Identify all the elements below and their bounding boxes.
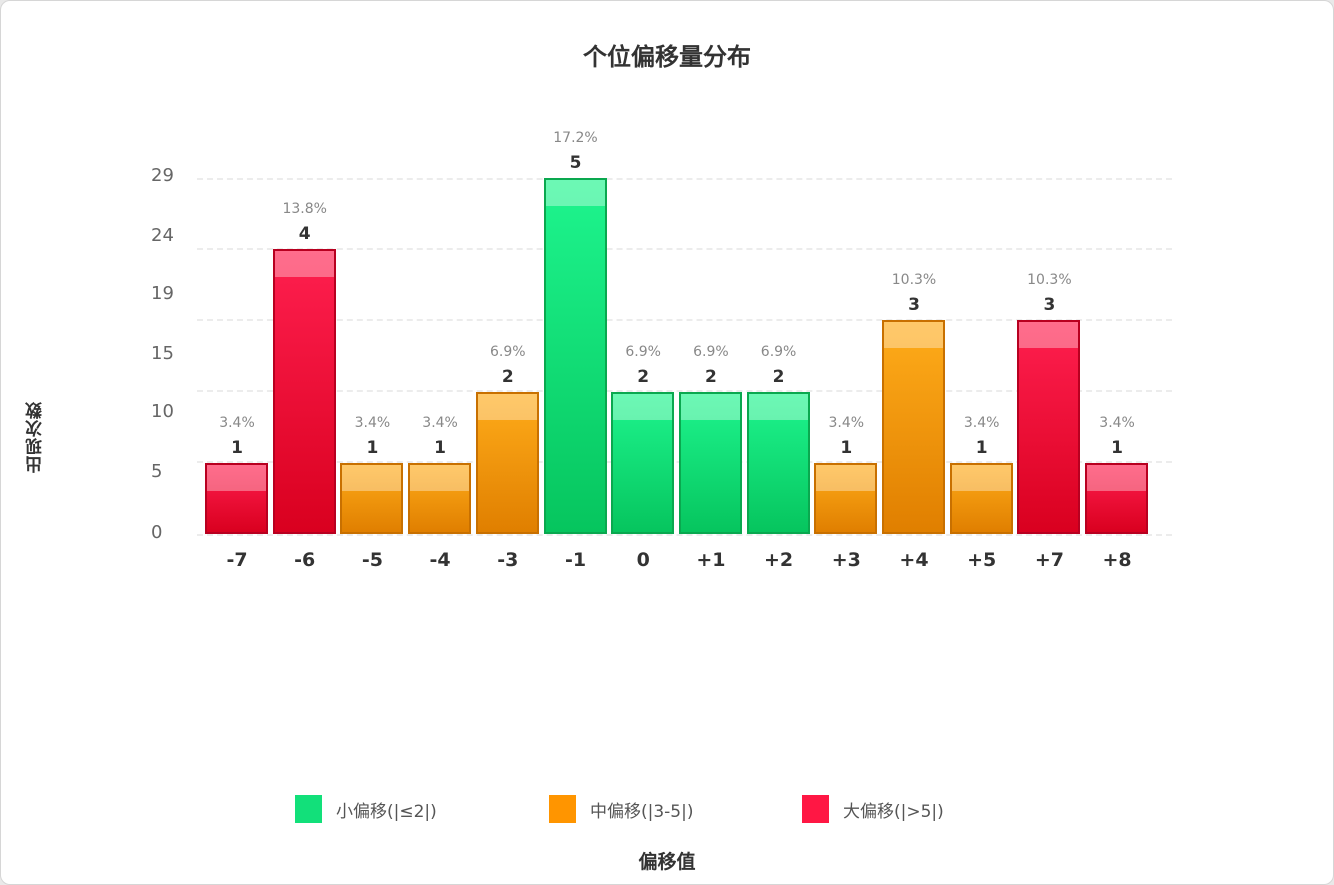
x-tick-label: +7	[1034, 549, 1064, 571]
legend-swatch-small	[295, 795, 322, 823]
bar-highlight	[545, 180, 605, 206]
bar-highlight	[410, 464, 470, 491]
x-tick-label: -3	[497, 549, 519, 571]
bar-+3[interactable]	[814, 462, 878, 534]
bar--3[interactable]	[475, 391, 539, 534]
gridline	[197, 390, 1172, 392]
bar-percent-label: 6.9%	[490, 343, 526, 360]
x-tick-label: +5	[967, 549, 997, 571]
bar-highlight	[884, 322, 943, 349]
legend-label-large: 大偏移(|>5|)	[843, 801, 944, 822]
x-tick-label: +2	[764, 549, 794, 571]
x-tick-label: +4	[899, 549, 929, 571]
bar-0[interactable]	[611, 391, 675, 534]
bar-highlight	[613, 393, 673, 420]
x-tick-label: +1	[696, 549, 726, 571]
bar-percent-label: 10.3%	[891, 272, 937, 289]
x-tick-label: -7	[226, 549, 248, 571]
bar-highlight	[951, 464, 1011, 491]
bar-percent-label: 3.4%	[354, 414, 391, 431]
bar-count-label: 1	[1111, 437, 1124, 458]
y-tick-label: 10	[151, 401, 174, 422]
bar-percent-label: 3.4%	[828, 414, 865, 431]
bar-count-label: 5	[569, 153, 582, 173]
legend-label-medium: 中偏移(|3-5|)	[590, 801, 694, 822]
bar-count-label: 1	[975, 437, 988, 458]
bar-percent-label: 3.4%	[219, 414, 255, 431]
bar--1[interactable]	[543, 178, 607, 534]
chart-title: 个位偏移量分布	[583, 43, 751, 71]
bar-highlight	[680, 393, 740, 420]
y-tick-label: 15	[151, 343, 174, 364]
bar-count-label: 1	[434, 437, 447, 458]
bar-percent-label: 6.9%	[625, 343, 661, 360]
bar-+8[interactable]	[1085, 462, 1149, 534]
gridline	[197, 534, 1172, 536]
legend-item-small[interactable]: 小偏移(|≤2|)	[295, 795, 437, 823]
bar-highlight	[748, 393, 808, 420]
x-tick-label: -1	[564, 549, 587, 571]
bar-highlight	[1087, 464, 1147, 491]
gridline	[197, 319, 1172, 321]
bar-count-label: 1	[840, 437, 853, 458]
bar-count-label: 3	[1043, 295, 1056, 316]
y-tick-label: 0	[151, 522, 163, 543]
bar-count-label: 2	[704, 366, 717, 387]
bar-count-label: 2	[637, 366, 650, 387]
x-tick-label: -5	[361, 549, 383, 571]
gridline	[197, 178, 1172, 180]
bar-count-label: 2	[501, 366, 514, 387]
legend: 小偏移(|≤2|) 中偏移(|3-5|) 大偏移(|>5|)	[1, 795, 1333, 829]
bar-percent-label: 13.8%	[282, 201, 327, 218]
bar-percent-label: 17.2%	[553, 130, 598, 146]
bar-highlight	[342, 464, 402, 491]
bar--7[interactable]	[205, 462, 268, 534]
legend-swatch-medium	[549, 795, 576, 823]
bar-+7[interactable]	[1017, 320, 1081, 534]
y-tick-label: 24	[151, 225, 174, 246]
bar-highlight	[207, 464, 266, 491]
bar-+5[interactable]	[949, 462, 1013, 534]
bar-highlight	[274, 251, 334, 278]
bar-highlight	[1019, 322, 1079, 349]
bar-highlight	[816, 464, 876, 491]
legend-label-small: 小偏移(|≤2|)	[336, 801, 437, 822]
bar--6[interactable]	[272, 249, 336, 534]
bar-highlight	[477, 393, 537, 420]
bar-percent-label: 10.3%	[1027, 272, 1072, 289]
plot-area: 0 5 10 15 19 24 29 1 3.4% -7 4 13.8% -6 1 3.4% -5 1 3.4% -…	[1, 1, 1334, 601]
bar-percent-label: 3.4%	[422, 414, 458, 431]
bar-percent-label: 3.4%	[1099, 414, 1135, 431]
x-tick-label: +8	[1102, 549, 1132, 571]
x-axis-label: 偏移值	[638, 851, 696, 873]
bar--5[interactable]	[340, 462, 404, 534]
bar-count-label: 1	[231, 437, 243, 458]
bar-count-label: 4	[298, 224, 311, 245]
bar-percent-label: 6.9%	[693, 343, 729, 360]
x-tick-label: -6	[294, 549, 316, 571]
legend-item-medium[interactable]: 中偏移(|3-5|)	[549, 795, 694, 823]
bar-+2[interactable]	[746, 391, 810, 534]
bar-count-label: 3	[908, 295, 920, 316]
bar-percent-label: 6.9%	[760, 343, 797, 360]
x-tick-label: -4	[429, 549, 451, 571]
y-tick-label: 5	[151, 461, 163, 482]
gridline	[197, 248, 1172, 250]
legend-swatch-large	[802, 795, 829, 823]
bar-count-label: 2	[772, 366, 785, 387]
bar-percent-label: 3.4%	[963, 414, 1000, 431]
x-tick-label: 0	[636, 549, 650, 571]
bar-+1[interactable]	[678, 391, 742, 534]
legend-item-large[interactable]: 大偏移(|>5|)	[802, 795, 944, 823]
y-tick-label: 19	[151, 283, 174, 304]
bar-+4[interactable]	[882, 320, 945, 534]
bar-count-label: 1	[366, 437, 379, 458]
x-tick-label: +3	[831, 549, 861, 571]
bar--4[interactable]	[408, 462, 472, 534]
y-tick-label: 29	[151, 165, 174, 186]
